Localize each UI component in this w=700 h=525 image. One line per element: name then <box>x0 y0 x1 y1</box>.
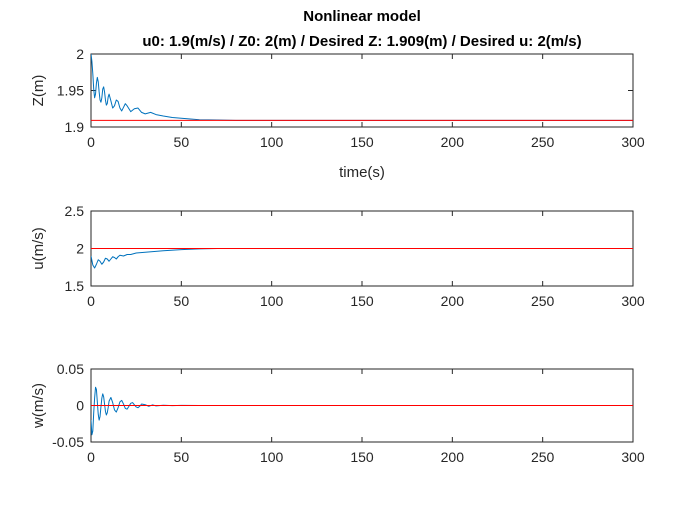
y-axis-label-z: Z(m) <box>30 75 47 107</box>
x-tick-label-z-3: 150 <box>350 134 374 150</box>
y-tick-label-u-0: 1.5 <box>65 278 85 294</box>
figure-title: Nonlinear model <box>303 8 421 25</box>
x-tick-label-w-6: 300 <box>621 449 645 465</box>
subplot-u: 0 50 100 150 200 250 300 1.5 2 2.5 u(m/s) <box>30 203 645 309</box>
x-tick-label-z-5: 250 <box>531 134 555 150</box>
x-tick-label-u-3: 150 <box>350 293 374 309</box>
response-line-z <box>91 54 633 121</box>
x-tick-label-w-0: 0 <box>87 449 95 465</box>
x-tick-label-w-3: 150 <box>350 449 374 465</box>
x-tick-label-z-6: 300 <box>621 134 645 150</box>
x-tick-label-z-0: 0 <box>87 134 95 150</box>
x-tick-label-z-2: 100 <box>260 134 284 150</box>
x-tick-label-u-2: 100 <box>260 293 284 309</box>
y-axis-label-u: u(m/s) <box>30 227 47 270</box>
x-tick-label-u-6: 300 <box>621 293 645 309</box>
y-tick-label-w-0: -0.05 <box>52 434 84 450</box>
x-axis-label-z: time(s) <box>339 164 385 181</box>
x-tick-label-z-4: 200 <box>441 134 465 150</box>
x-tick-label-u-5: 250 <box>531 293 555 309</box>
y-tick-label-z-0: 1.9 <box>65 119 85 135</box>
y-tick-label-w-1: 0 <box>76 398 84 414</box>
x-tick-label-w-4: 200 <box>441 449 465 465</box>
x-tick-label-z-1: 50 <box>174 134 190 150</box>
y-tick-label-z-1: 1.95 <box>57 83 84 99</box>
subplot-z: 0 50 100 150 200 250 300 1.9 1.95 2 Z(m) time(s) <box>30 46 645 181</box>
x-tick-label-w-2: 100 <box>260 449 284 465</box>
figure-subtitle: u0: 1.9(m/s) / Z0: 2(m) / Desired Z: 1.9… <box>142 33 581 50</box>
y-axis-label-w: w(m/s) <box>30 383 47 429</box>
y-tick-label-u-2: 2.5 <box>65 203 85 219</box>
x-tick-label-u-1: 50 <box>174 293 190 309</box>
x-tick-label-w-1: 50 <box>174 449 190 465</box>
y-tick-label-z-2: 2 <box>76 46 84 62</box>
x-tick-label-u-0: 0 <box>87 293 95 309</box>
y-tick-label-w-2: 0.05 <box>57 361 84 377</box>
x-tick-label-w-5: 250 <box>531 449 555 465</box>
y-tick-label-u-1: 2 <box>76 241 84 257</box>
x-tick-label-u-4: 200 <box>441 293 465 309</box>
axes-frame-z <box>90 53 634 128</box>
